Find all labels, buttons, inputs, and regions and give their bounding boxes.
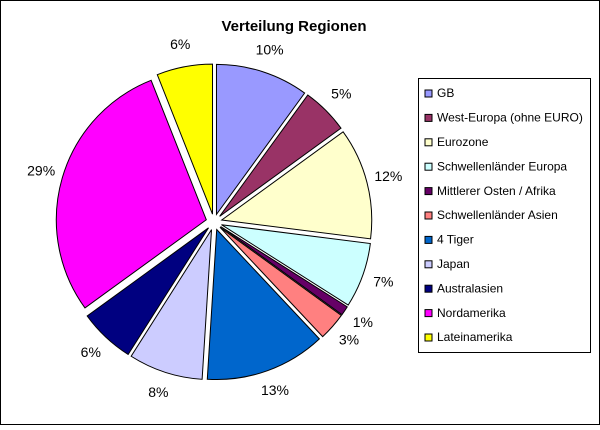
pie-slice	[221, 224, 371, 306]
legend-label: Japan	[437, 257, 470, 271]
legend-swatch	[424, 333, 433, 342]
data-label: 12%	[374, 168, 402, 184]
legend-swatch	[424, 211, 433, 220]
chart-title: Verteilung Regionen	[221, 18, 366, 35]
data-label: 29%	[27, 162, 55, 178]
pie-slice	[55, 79, 207, 309]
pie-slice	[86, 227, 209, 356]
legend-swatch	[424, 89, 433, 98]
legend-label: Schwellenländer Asien	[437, 208, 558, 222]
legend-swatch	[424, 260, 433, 269]
legend-label: Eurozone	[437, 135, 489, 149]
legend-label: 4 Tiger	[437, 233, 474, 247]
legend-swatch	[424, 284, 433, 293]
data-label: 6%	[81, 344, 101, 360]
legend-label: Lateinamerika	[437, 330, 513, 344]
data-label: 6%	[170, 36, 190, 52]
legend-swatch	[424, 235, 433, 244]
legend-label: Mittlerer Osten / Afrika	[437, 184, 556, 198]
legend-label: West-Europa (ohne EURO)	[437, 111, 583, 125]
data-label: 5%	[331, 85, 351, 101]
pie-slice	[220, 131, 373, 240]
legend-swatch	[424, 309, 433, 318]
pie-slice	[156, 63, 214, 215]
legend-label: GB	[437, 86, 454, 100]
data-label: 7%	[373, 274, 393, 290]
legend-box	[418, 78, 591, 353]
legend-swatch	[424, 162, 433, 171]
pie-slice	[215, 63, 306, 216]
legend-swatch	[424, 113, 433, 122]
data-label: 8%	[148, 384, 168, 400]
pie-slice	[219, 94, 342, 217]
legend-label: Australasien	[437, 281, 503, 295]
legend-swatch	[424, 138, 433, 147]
pie-slice	[206, 228, 321, 381]
pie-slice	[219, 226, 343, 338]
data-label: 13%	[261, 382, 289, 398]
legend-label: Nordamerika	[437, 306, 506, 320]
legend-swatch	[424, 187, 433, 196]
data-label: 10%	[256, 42, 284, 58]
data-label: 3%	[339, 332, 359, 348]
pie-slice	[130, 229, 213, 380]
pie-slice	[220, 226, 348, 316]
data-label: 1%	[353, 314, 373, 330]
legend-label: Schwellenländer Europa	[437, 159, 567, 173]
